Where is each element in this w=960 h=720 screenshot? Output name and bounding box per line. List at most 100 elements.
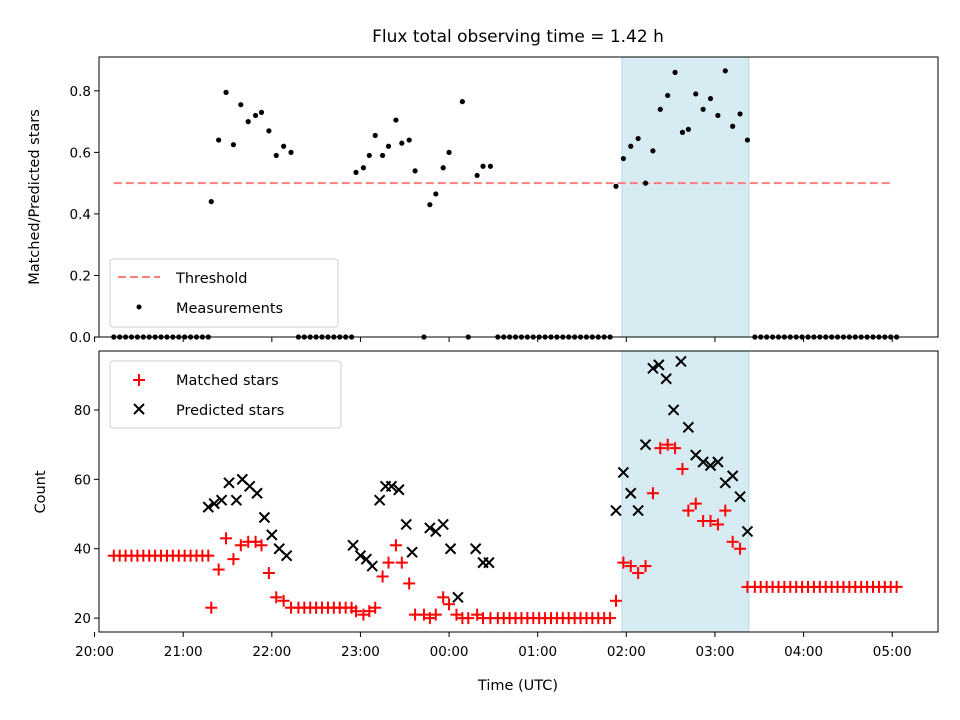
matched-star-point — [719, 504, 732, 517]
measurement-point — [657, 106, 663, 112]
predicted-star-point — [208, 497, 220, 510]
bottom-y-axis-label: Count — [33, 470, 49, 513]
predicted-star-point — [385, 480, 398, 493]
predicted-star-point — [704, 459, 717, 472]
measurement-point — [208, 199, 214, 205]
matched-star-point — [669, 442, 682, 455]
matched-star-point — [389, 539, 402, 552]
matched-star-point — [262, 567, 275, 580]
measurement-point — [216, 137, 222, 143]
legend-predicted-swatch — [133, 403, 145, 415]
measurement-point — [487, 163, 494, 169]
bottom-plot-frame — [98, 350, 939, 633]
y-tick-label: 0.2 — [70, 268, 91, 284]
predicted-star-point — [639, 438, 652, 451]
measurement-point — [440, 165, 446, 171]
legend-matched-label: Matched stars — [176, 373, 279, 389]
x-tick-label: 21:00 — [164, 644, 203, 660]
measurement-point — [258, 109, 265, 115]
predicted-star-point — [452, 591, 464, 604]
measurement-point — [380, 152, 386, 159]
x-tick-label: 05:00 — [873, 644, 912, 660]
matched-star-point — [462, 612, 475, 625]
matched-star-point — [682, 504, 695, 517]
measurement-point — [281, 143, 287, 149]
predicted-star-point — [347, 539, 359, 551]
measurement-point — [685, 126, 691, 132]
matched-star-point — [617, 556, 630, 569]
top-y-ticks: 0.0 0.2 0.4 0.6 0.8 — [70, 84, 99, 346]
predicted-star-point — [223, 477, 235, 489]
matched-star-point — [277, 594, 290, 607]
measurement-point — [715, 112, 721, 119]
top-highlight-span — [621, 56, 750, 338]
measurement-point — [613, 183, 619, 189]
predicted-star-point — [373, 494, 386, 506]
predicted-star-point — [610, 504, 622, 517]
predicted-star-point — [469, 543, 482, 555]
predicted-star-point — [734, 490, 746, 503]
top-plot-frame — [98, 56, 939, 338]
measurement-point — [288, 149, 294, 155]
predicted-star-point — [437, 518, 449, 531]
measurement-point — [693, 91, 699, 97]
y-tick-label: 40 — [74, 542, 91, 558]
predicted-star-point — [354, 549, 367, 562]
chart-title: Flux total observing time = 1.42 h — [372, 27, 664, 47]
matched-star-point — [376, 570, 389, 583]
matched-star-point — [382, 556, 395, 569]
matched-star-point — [369, 601, 382, 614]
top-x-ticks — [94, 337, 893, 342]
measurement-point — [360, 165, 367, 171]
matched-star-point — [437, 591, 450, 604]
measurement-point — [230, 142, 237, 148]
bottom-legend-box — [109, 360, 342, 429]
measurement-point — [393, 117, 399, 123]
measurement-point — [353, 169, 359, 175]
measurement-point — [650, 148, 656, 154]
predicted-star-point — [617, 466, 630, 479]
predicted-star-point — [625, 487, 637, 499]
measurement-point — [620, 155, 626, 162]
predicted-star-point — [202, 501, 215, 513]
bottom-y-ticks: 20 40 60 80 — [74, 403, 99, 627]
x-tick-label: 04:00 — [784, 644, 823, 660]
measurement-point — [266, 128, 272, 134]
x-tick-label: 23:00 — [341, 644, 380, 660]
matched-star-point — [632, 567, 645, 580]
measurement-point — [459, 99, 465, 105]
predicted-star-point — [230, 494, 243, 506]
matched-star-point — [443, 598, 456, 611]
predicted-star-point — [675, 355, 687, 368]
measurement-point — [385, 143, 392, 149]
matched-star-point — [350, 605, 363, 618]
matched-star-point — [227, 553, 240, 566]
predicted-star-point — [400, 518, 412, 531]
matched-star-point — [639, 560, 652, 573]
matched-star-point — [676, 462, 689, 475]
x-tick-label: 00:00 — [430, 644, 469, 660]
measurement-point — [474, 172, 480, 179]
y-tick-label: 0.0 — [70, 330, 91, 346]
measurement-point — [446, 149, 452, 155]
measurement-point — [412, 168, 418, 174]
predicted-star-point — [280, 549, 293, 562]
measurement-point — [628, 143, 634, 149]
top-panel: 0.00.20.40.60.8 Matched/Predicted stars … — [27, 56, 939, 346]
top-y-axis-label: Matched/Predicted stars — [27, 109, 43, 285]
predicted-star-point — [251, 487, 263, 499]
predicted-star-point — [393, 484, 405, 496]
legend-measurement-swatch — [136, 304, 142, 310]
measurement-point — [399, 140, 405, 146]
matched-star-point — [734, 542, 747, 555]
predicted-star-point — [667, 404, 680, 416]
y-tick-label: 20 — [74, 611, 91, 627]
matched-star-point — [234, 539, 247, 552]
x-tick-label: 22:00 — [252, 644, 291, 660]
y-tick-label: 0.8 — [70, 84, 91, 100]
measurement-point — [635, 135, 641, 142]
matched-star-point — [395, 556, 408, 569]
measurement-point — [737, 111, 743, 117]
